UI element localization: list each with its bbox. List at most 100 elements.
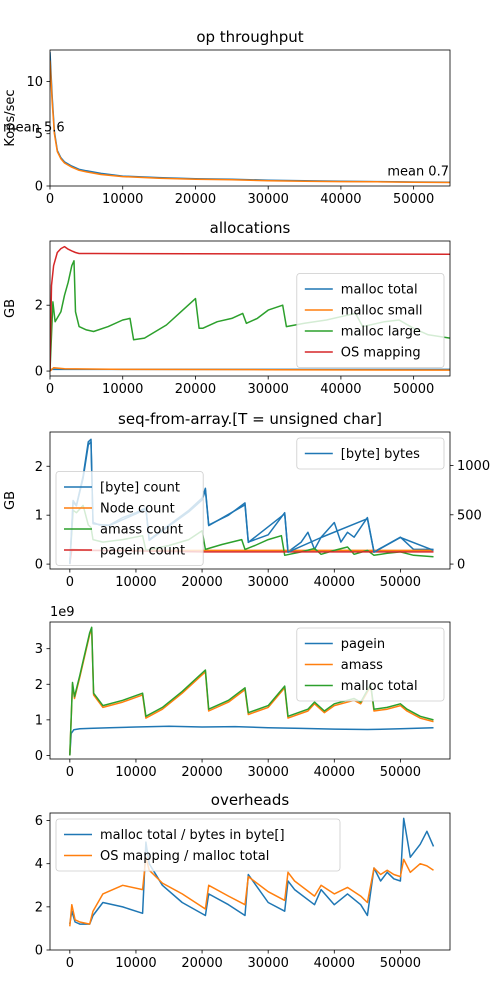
- x-tick-label: 20000: [181, 765, 222, 780]
- x-tick-label: 20000: [181, 575, 222, 590]
- x-tick-label: 0: [66, 956, 74, 971]
- legend-frame: [296, 273, 445, 368]
- y-tick-label: 2: [35, 460, 43, 475]
- chart-title: overheads: [211, 791, 290, 809]
- x-tick-label: 40000: [314, 765, 355, 780]
- series-line-os-mapping: [50, 245, 450, 372]
- legend: [byte] count Node count amass count pagein …: [55, 471, 204, 566]
- y2-tick-label: 0: [457, 558, 465, 573]
- x-tick-label: 50000: [393, 382, 434, 397]
- x-tick-label: 50000: [393, 192, 434, 207]
- series-line-pagein: [69, 725, 434, 756]
- x-tick-label: 0: [66, 765, 74, 780]
- chart-title: allocations: [210, 219, 291, 237]
- legend-label: malloc total: [341, 283, 418, 298]
- y-tick-label: 5: [35, 127, 43, 142]
- x-tick-label: 10000: [115, 956, 156, 971]
- y-offset-label: 1e9: [50, 605, 75, 620]
- x-tick-label: 20000: [181, 956, 222, 971]
- legend-label: amass count: [100, 523, 183, 538]
- legend-label: malloc small: [341, 304, 423, 319]
- legend-label: [byte] count: [100, 481, 180, 496]
- x-tick-label: 40000: [314, 956, 355, 971]
- y-tick-label: 2: [35, 678, 43, 693]
- y-tick-label: 0: [35, 944, 43, 959]
- legend: [byte] bytes: [296, 437, 445, 470]
- plot-area: [50, 245, 450, 372]
- x-tick-label: 10000: [102, 382, 143, 397]
- legend-label: OS mapping: [341, 346, 421, 361]
- chart-panel-1: 0 10000 20000 30000 40000 50000 0 5 10 op through…: [3, 28, 451, 207]
- x-tick-label: 30000: [248, 765, 289, 780]
- legend-label: malloc total / bytes in byte[]: [100, 828, 285, 843]
- series-line-malloc-total-bytes-in-byte-: [69, 817, 435, 925]
- y-axis-label: GB: [3, 491, 18, 510]
- axes-frame: [49, 812, 451, 951]
- plot-area: [69, 817, 435, 927]
- chart-panel-4: 0 10000 20000 30000 40000 50000 0 1 2 3 1e9 pagein a…: [35, 605, 451, 780]
- y-axis-label: Kops/sec: [3, 89, 18, 146]
- legend: pagein amass malloc total: [296, 627, 445, 702]
- chart-title: op throughput: [196, 28, 303, 46]
- legend-label: malloc large: [341, 325, 421, 340]
- x-tick-label: 0: [66, 575, 74, 590]
- x-tick-label: 30000: [248, 956, 289, 971]
- x-tick-label: 0: [46, 192, 54, 207]
- plot-area: [50, 52, 450, 184]
- chart-panel-3: 0 10000 20000 30000 40000 50000 0 1 2 0 500 1000 seq…: [3, 410, 490, 590]
- y-tick-label: 4: [35, 857, 43, 872]
- series-line-malloc-small: [50, 367, 450, 372]
- x-tick-label: 10000: [102, 192, 143, 207]
- x-tick-label: 40000: [314, 575, 355, 590]
- legend-label: pagein count: [100, 544, 185, 559]
- x-tick-label: 0: [46, 382, 54, 397]
- axes-frame: [49, 49, 451, 187]
- series-line-series-0: [50, 52, 450, 184]
- axes-frame: [49, 621, 451, 760]
- series-line-os-mapping-malloc-total: [69, 856, 434, 927]
- x-tick-label: 10000: [115, 575, 156, 590]
- y2-tick-label: 500: [457, 508, 482, 523]
- axes-frame: [49, 240, 451, 377]
- legend: malloc total / bytes in byte[] OS mapping…: [55, 818, 341, 872]
- x-tick-label: 20000: [175, 192, 216, 207]
- y-tick-label: 2: [35, 900, 43, 915]
- legend-frame: [296, 627, 445, 702]
- legend-frame: [55, 471, 204, 566]
- annotation-mean-start: mean 5.6: [3, 120, 65, 135]
- legend-frame: [296, 437, 445, 470]
- x-tick-label: 30000: [248, 382, 289, 397]
- x-tick-label: 10000: [115, 765, 156, 780]
- legend-label: malloc total: [341, 679, 418, 694]
- y2-tick-label: 1000: [457, 459, 490, 474]
- y-tick-label: 0: [35, 558, 43, 573]
- x-tick-label: 40000: [320, 382, 361, 397]
- chart-panel-5: 0 10000 20000 30000 40000 50000 0 2 4 6 overheads m…: [35, 791, 451, 971]
- chart-panel-2: 0 10000 20000 30000 40000 50000 0 2 allocations G…: [3, 219, 451, 397]
- x-tick-label: 20000: [175, 382, 216, 397]
- series-line-series-1: [50, 60, 450, 184]
- x-tick-label: 50000: [380, 956, 421, 971]
- x-tick-label: 40000: [320, 192, 361, 207]
- annotation-mean-end: mean 0.7: [387, 165, 449, 180]
- axes-frame: [49, 431, 451, 570]
- chart-title: seq-from-array.[T = unsigned char]: [118, 410, 382, 428]
- y-tick-label: 6: [35, 814, 43, 829]
- x-tick-label: 30000: [248, 575, 289, 590]
- legend-label: amass: [341, 658, 383, 673]
- y-tick-label: 1: [35, 509, 43, 524]
- y-tick-label: 2: [35, 299, 43, 314]
- legend-label: [byte] bytes: [341, 447, 420, 462]
- x-tick-label: 30000: [248, 192, 289, 207]
- y-tick-label: 3: [35, 642, 43, 657]
- legend: malloc total malloc small malloc large OS m…: [296, 273, 445, 368]
- legend-label: Node count: [100, 502, 175, 517]
- y-tick-label: 0: [35, 749, 43, 764]
- x-tick-label: 50000: [380, 575, 421, 590]
- y-tick-label: 0: [35, 365, 43, 380]
- y-tick-label: 1: [35, 713, 43, 728]
- y-tick-label: 0: [35, 180, 43, 195]
- x-tick-label: 50000: [380, 765, 421, 780]
- legend-label: pagein: [341, 637, 385, 652]
